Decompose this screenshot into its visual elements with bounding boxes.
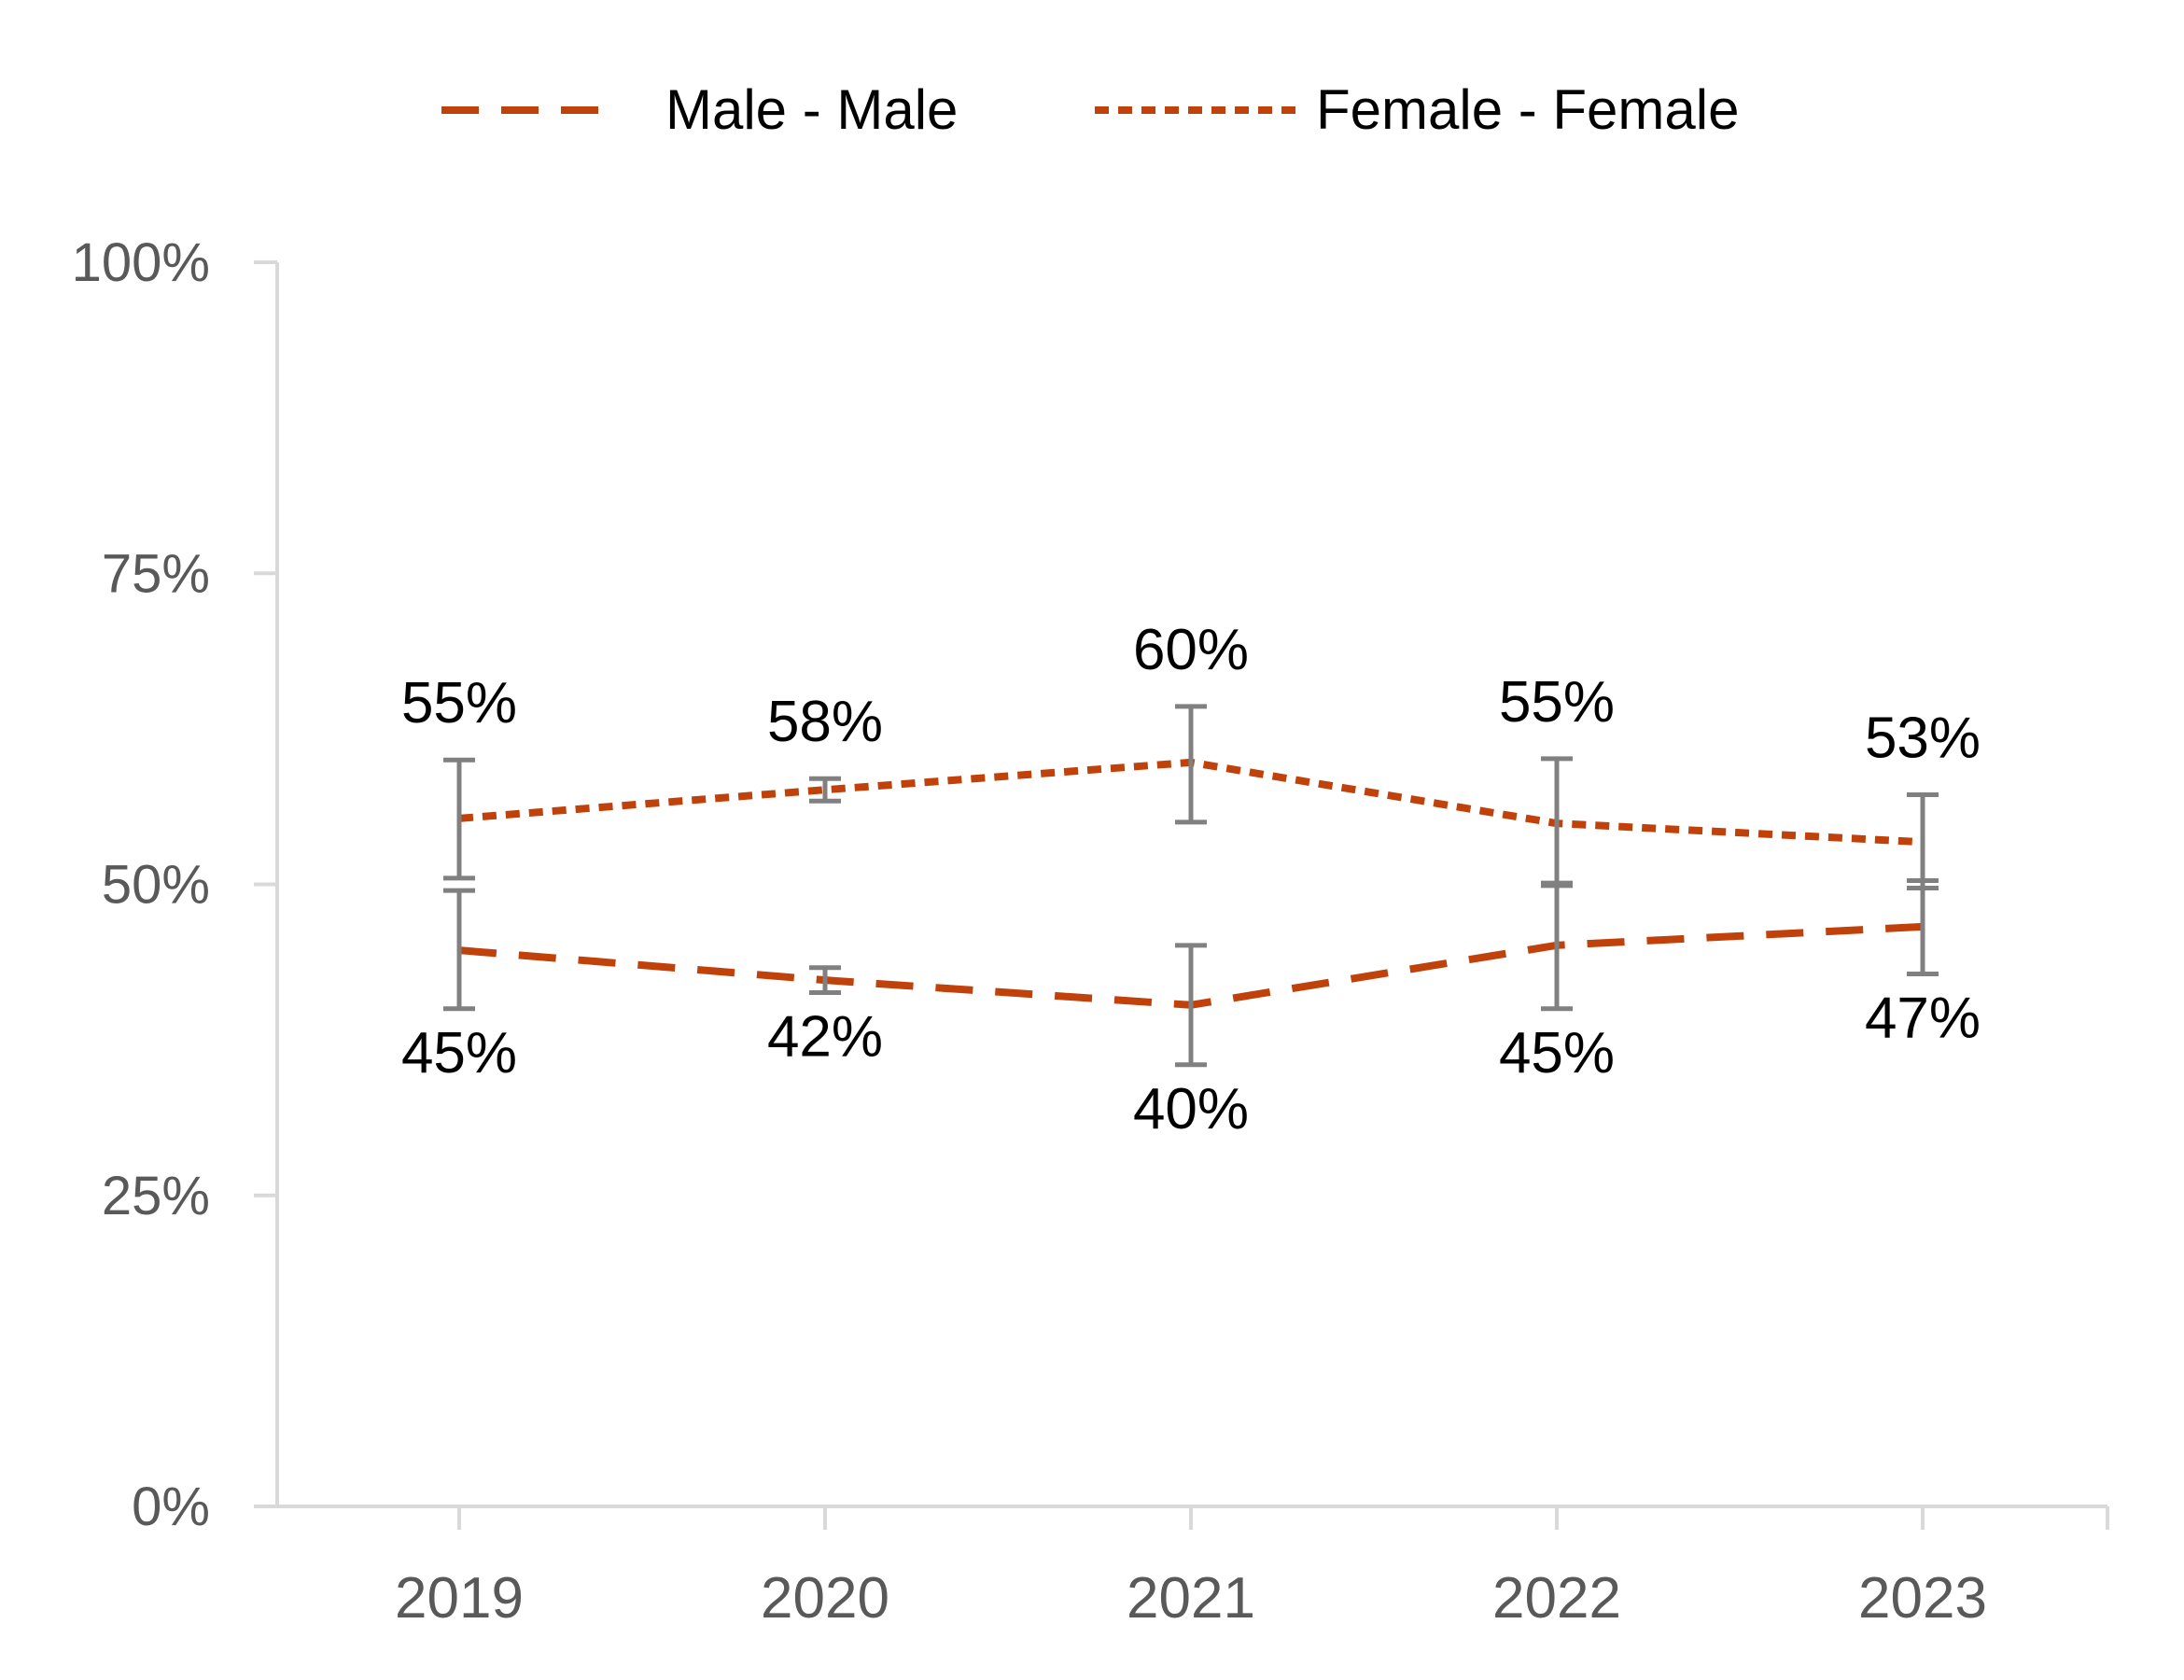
x-tick-label: 2021 [1127, 1566, 1255, 1631]
data-label: 58% [767, 690, 883, 754]
data-label: 45% [1499, 1021, 1615, 1085]
y-tick-label: 0% [132, 1477, 210, 1537]
y-tick-label: 75% [102, 543, 210, 604]
data-label: 42% [767, 1004, 883, 1069]
legend-label-1: Male - Male [665, 78, 958, 141]
data-label: 47% [1865, 986, 1981, 1050]
error-bar [1541, 756, 1573, 889]
data-label: 40% [1133, 1077, 1249, 1141]
error-bar [443, 757, 475, 881]
x-tick-label: 2020 [761, 1566, 889, 1631]
data-label: 55% [401, 671, 517, 735]
data-label: 55% [1499, 670, 1615, 735]
error-bar [809, 776, 841, 804]
error-bar [809, 965, 841, 995]
error-bar [1175, 943, 1207, 1068]
data-label: 60% [1133, 618, 1249, 682]
y-tick-label: 100% [72, 232, 210, 293]
y-axis: 0% 25% 50% 75% 100% [72, 232, 279, 1537]
legend-label-2: Female - Female [1316, 78, 1739, 141]
y-tick-label: 25% [102, 1166, 210, 1226]
error-bar [1175, 704, 1207, 825]
x-tick-label: 2022 [1492, 1566, 1621, 1631]
y-tick-label: 50% [102, 855, 210, 916]
legend: Male - Male Female - Female [441, 78, 1739, 141]
x-axis: 2019 2020 2021 2022 2023 [254, 1505, 2109, 1631]
error-bar [1907, 792, 1939, 890]
data-label: 45% [401, 1021, 517, 1085]
plot-area: 45% 42% 40% 45% 47% 55% 58% 60% 55% 53% [401, 618, 1981, 1141]
x-tick-label: 2023 [1858, 1566, 1987, 1631]
x-tick-label: 2019 [395, 1566, 524, 1631]
data-label: 53% [1865, 707, 1981, 771]
error-bar [443, 888, 475, 1012]
